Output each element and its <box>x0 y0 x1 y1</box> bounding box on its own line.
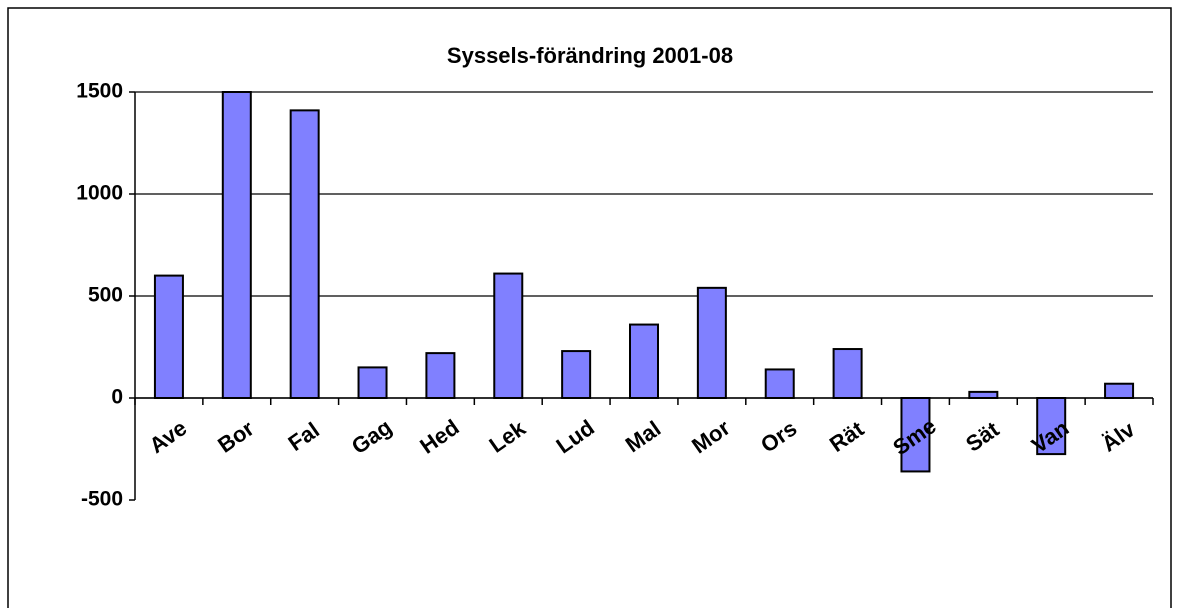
chart-frame <box>7 7 1172 608</box>
bar <box>832 348 863 400</box>
bar <box>357 366 388 399</box>
y-tick-label: 0 <box>111 386 123 409</box>
bar <box>221 91 252 399</box>
y-tick-label: 1500 <box>76 80 123 103</box>
bar <box>425 352 456 399</box>
y-tick-label: 500 <box>88 284 123 307</box>
bar <box>900 397 931 473</box>
bar <box>561 350 592 399</box>
y-tick-label: -500 <box>81 488 123 511</box>
bar <box>289 109 320 400</box>
bar <box>764 368 795 400</box>
bar <box>153 274 184 400</box>
bar <box>493 272 524 399</box>
chart-title: Syssels-förändring 2001-08 <box>447 43 733 68</box>
bar <box>629 323 659 399</box>
y-tick-label: 1000 <box>76 182 123 205</box>
bar <box>968 390 999 400</box>
bar <box>696 286 727 399</box>
bar <box>1104 382 1135 400</box>
